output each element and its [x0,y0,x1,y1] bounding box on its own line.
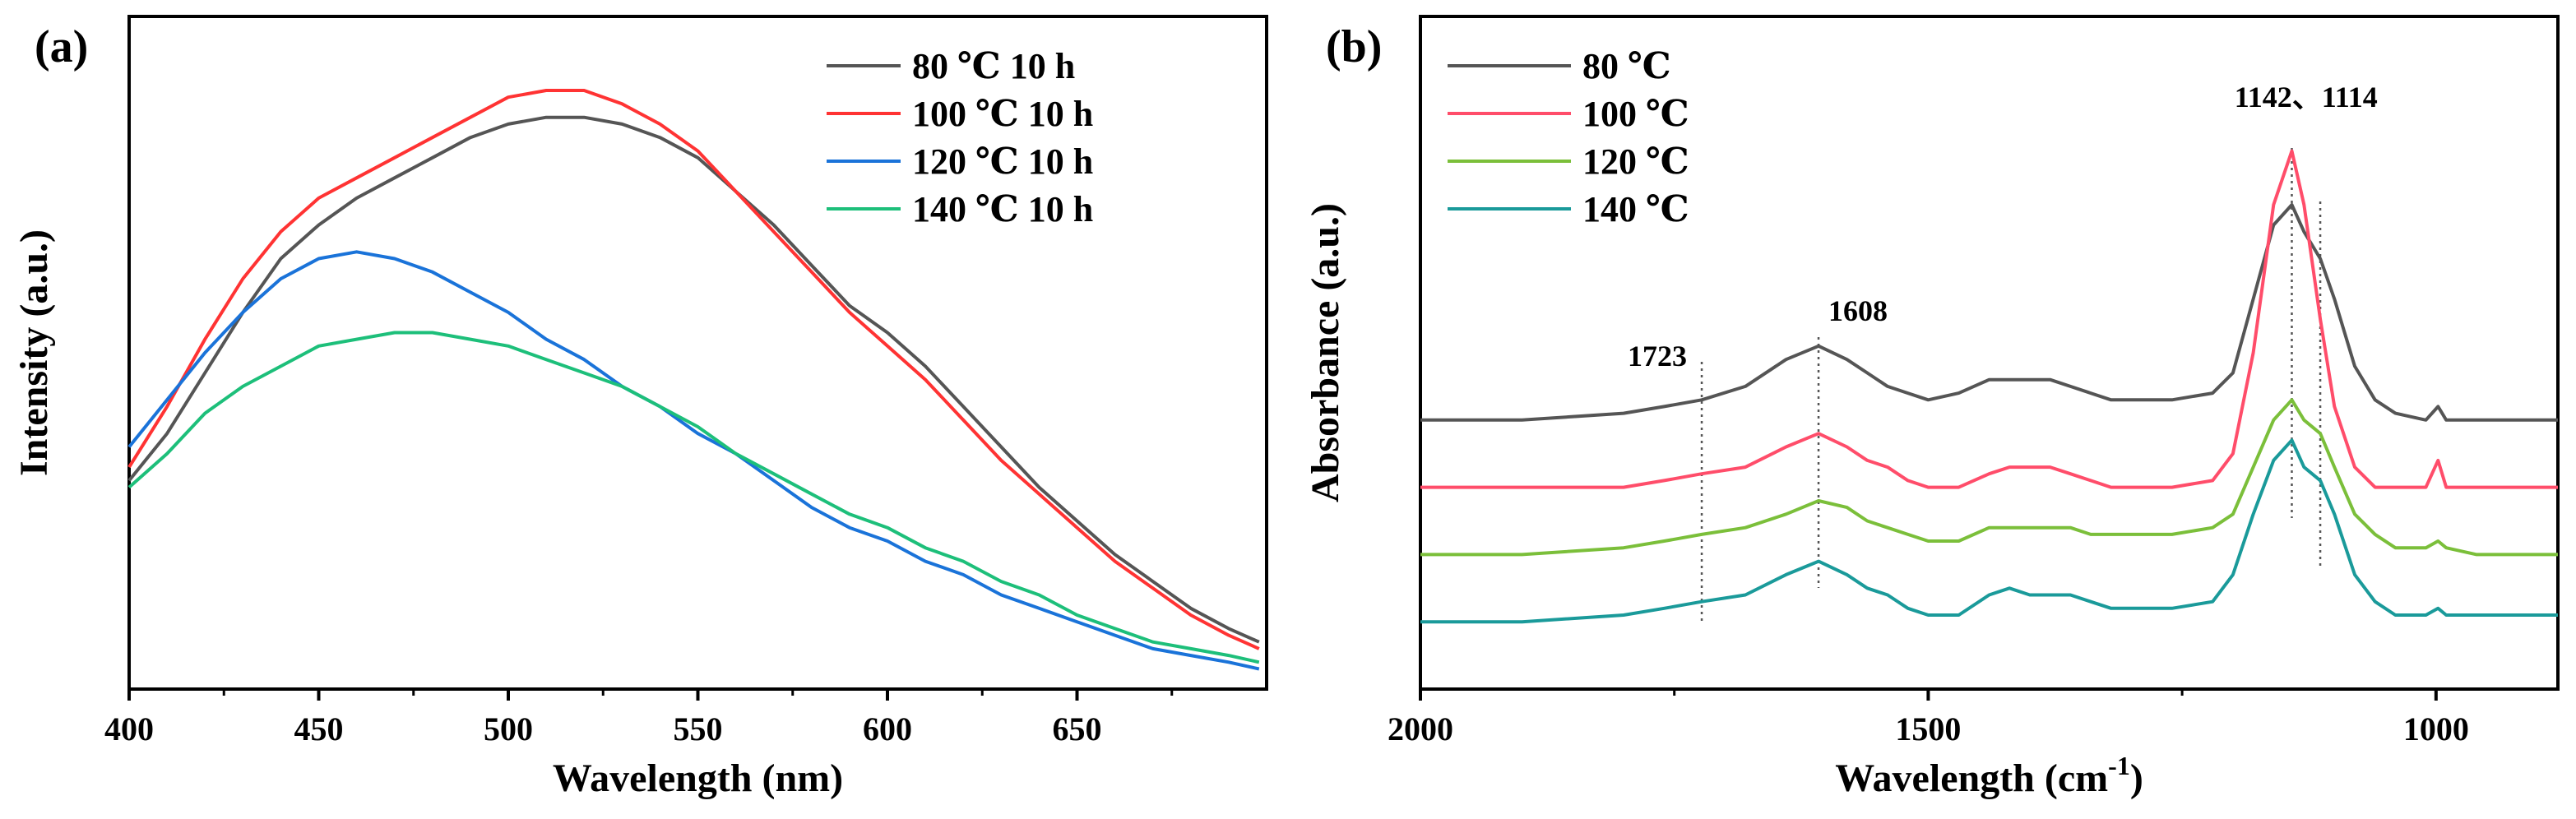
series-line [127,115,1260,644]
legend-label: 140 ℃ 10 h [912,189,1093,229]
series-line [1420,203,2558,422]
x-tick-label: 450 [294,710,344,747]
legend-label: 100 ℃ [1582,94,1689,134]
peak-annotation: 1608 [1828,294,1888,327]
peak-annotation: 1142、1114 [2235,81,2378,113]
panel-a: 400 450 500 550 600 650 Wavelength (nm) Intensi… [12,15,1268,800]
series-line [1420,398,2558,557]
x-tick-label: 400 [104,710,154,747]
legend-label: 120 ℃ [1582,141,1689,182]
panel-b: 2000 1500 1000 Wavelength (cm-1) Absorbance … [1304,15,2560,800]
x-tick-label: 2000 [1388,710,1453,747]
plot-frame [1419,15,2560,691]
series-line [1420,438,2558,624]
series-line [127,250,1260,671]
x-tick-label: 1500 [1895,710,1961,747]
peak-annotation: 1723 [1628,340,1687,372]
x-tick-label: 650 [1053,710,1102,747]
legend-label: 100 ℃ 10 h [912,94,1093,134]
legend-label: 140 ℃ [1582,189,1689,229]
y-axis-title: Intensity (a.u.) [12,229,56,476]
plot-frame [127,15,1268,691]
series-line [127,331,1260,664]
series-line [127,89,1260,650]
x-axis-title: Wavelength (nm) [553,757,843,800]
legend-label: 120 ℃ 10 h [912,141,1093,182]
x-tick-label: 500 [484,710,533,747]
x-axis-title: Wavelength (cm-1) [1835,751,2143,800]
x-tick-label: 600 [863,710,912,747]
panel-label: (a) [35,21,88,72]
x-tick-label: 1000 [2403,710,2469,747]
series-line [1420,149,2558,489]
legend-label: 80 ℃ [1582,46,1671,86]
y-axis-title: Absorbance (a.u.) [1304,203,1347,502]
legend-label: 80 ℃ 10 h [912,46,1075,86]
panel-label: (b) [1326,21,1382,72]
x-tick-label: 550 [674,710,723,747]
